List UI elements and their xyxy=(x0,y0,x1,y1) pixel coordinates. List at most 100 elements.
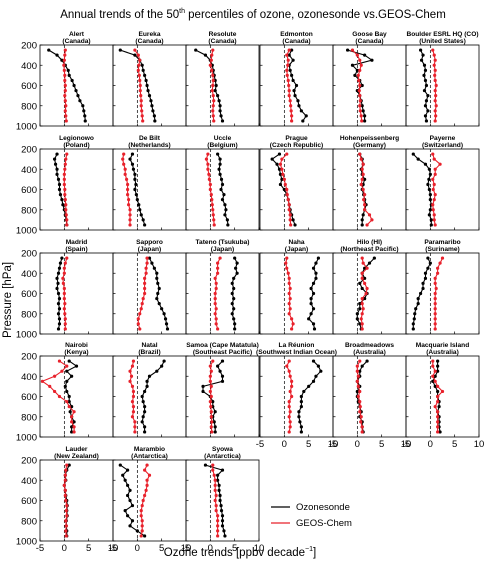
sonde-point xyxy=(235,261,239,265)
sonde-point xyxy=(58,192,63,197)
model-point xyxy=(144,271,148,275)
model-point xyxy=(431,152,435,156)
x-tick-label: -5 xyxy=(36,543,44,554)
model-point xyxy=(212,99,216,103)
panel-frame xyxy=(405,355,480,438)
model-point xyxy=(64,119,68,123)
model-point xyxy=(62,177,66,181)
model-point xyxy=(285,53,289,57)
model-point xyxy=(290,327,294,331)
sonde-point xyxy=(427,177,431,181)
y-tick-label: 200 xyxy=(21,352,37,363)
sonde-point xyxy=(194,48,198,52)
sonde-point xyxy=(428,261,432,265)
sonde-point xyxy=(314,261,318,265)
model-point xyxy=(206,152,210,156)
sonde-point xyxy=(361,213,365,217)
sonde-point xyxy=(423,271,428,275)
model-point xyxy=(140,302,144,306)
model-point xyxy=(213,291,217,296)
model-point xyxy=(63,493,67,498)
model-point xyxy=(285,192,289,197)
model-point xyxy=(431,48,435,52)
model-point xyxy=(144,266,148,270)
sonde-point xyxy=(297,415,301,419)
sonde-point xyxy=(55,172,59,176)
x-tick-label: -5 xyxy=(182,543,190,554)
model-point xyxy=(433,119,437,123)
y-tick-label: 600 xyxy=(21,496,37,507)
model-point xyxy=(360,271,364,275)
sonde-point xyxy=(56,302,61,306)
sonde-point xyxy=(363,276,367,280)
model-point xyxy=(64,519,68,523)
model-point xyxy=(358,104,362,108)
model-point xyxy=(138,327,142,331)
model-point xyxy=(436,394,440,399)
model-point xyxy=(359,415,363,419)
panel-station-region: (Brazil) xyxy=(138,349,160,356)
sonde-point xyxy=(423,162,428,166)
model-point xyxy=(70,415,74,419)
model-point xyxy=(136,322,140,326)
sonde-point xyxy=(217,488,221,492)
model-point xyxy=(211,463,215,467)
model-point xyxy=(208,379,212,383)
model-point xyxy=(208,182,212,187)
model-point xyxy=(360,327,364,331)
sonde-point xyxy=(131,167,136,171)
sonde-point xyxy=(145,379,149,383)
sonde-point xyxy=(220,519,225,523)
sonde-point xyxy=(82,109,86,113)
model-point xyxy=(130,399,135,404)
model-point xyxy=(433,68,437,72)
sonde-point xyxy=(162,359,166,363)
sonde-point xyxy=(203,53,208,57)
model-point xyxy=(63,327,67,331)
model-point xyxy=(139,534,143,538)
model-point xyxy=(72,410,76,414)
sonde-point xyxy=(422,63,427,67)
model-point xyxy=(212,223,216,227)
sonde-point xyxy=(270,157,274,161)
y-tick-label: 200 xyxy=(21,41,37,52)
panel-frame xyxy=(405,44,480,127)
sonde-point xyxy=(424,83,429,88)
model-point xyxy=(128,379,132,383)
model-point xyxy=(214,493,218,498)
panel-station-region: (Australia) xyxy=(426,349,459,356)
model-point xyxy=(288,307,292,311)
model-point xyxy=(438,261,442,265)
model-point xyxy=(433,296,437,301)
y-tick-label: 400 xyxy=(21,165,37,176)
sonde-point xyxy=(130,152,135,156)
sonde-point xyxy=(225,218,229,222)
panel-station-region: (Czech Republic) xyxy=(270,142,324,149)
sonde-point xyxy=(297,104,301,108)
panel-station-name: Natal xyxy=(141,342,157,349)
sonde-point xyxy=(217,99,221,103)
sonde-point xyxy=(70,425,74,429)
sonde-point xyxy=(223,534,227,538)
sonde-point xyxy=(57,322,62,326)
panel: Boulder ESRL HQ (CO)(United States) xyxy=(405,31,480,127)
panel-station-region: (Canada) xyxy=(135,38,163,45)
model-point xyxy=(212,119,216,123)
model-point xyxy=(126,198,131,202)
sonde-point xyxy=(140,420,144,424)
model-point xyxy=(209,405,213,409)
model-point xyxy=(140,109,144,113)
sonde-point xyxy=(218,369,222,373)
model-point xyxy=(360,119,364,123)
sonde-point xyxy=(428,208,432,212)
model-point xyxy=(433,167,437,171)
model-point xyxy=(436,266,440,270)
model-point xyxy=(431,177,435,181)
model-point xyxy=(130,384,135,388)
model-point xyxy=(432,157,436,161)
model-point xyxy=(288,296,292,301)
sonde-point xyxy=(143,430,147,434)
sonde-point xyxy=(360,83,364,88)
panel-station-name: Syowa xyxy=(212,446,233,453)
sonde-point xyxy=(316,256,320,260)
